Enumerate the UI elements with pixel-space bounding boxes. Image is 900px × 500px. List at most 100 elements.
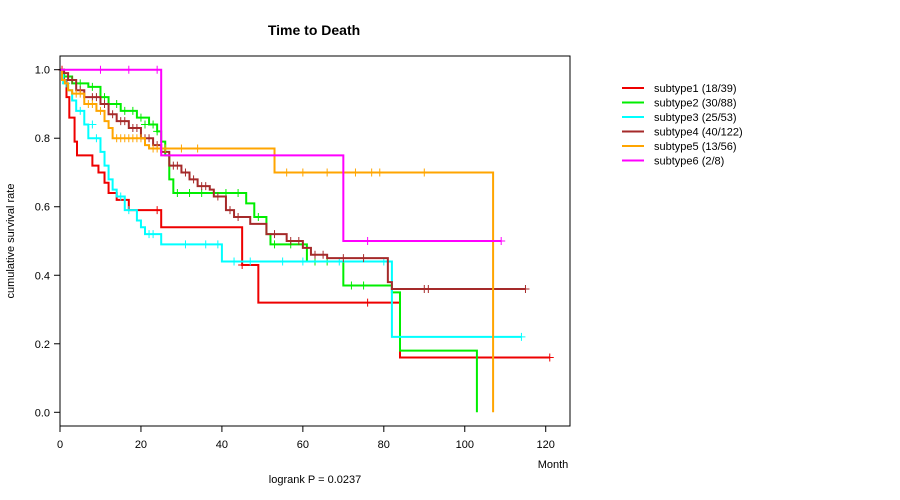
censor-mark: [521, 284, 530, 293]
censor-mark: [351, 168, 360, 177]
censor-mark: [92, 93, 101, 102]
censor-mark: [136, 134, 145, 143]
censor-mark: [375, 168, 384, 177]
censor-mark: [116, 192, 125, 201]
censor-mark: [420, 168, 429, 177]
censor-mark: [517, 332, 526, 341]
series-6: [60, 65, 506, 245]
y-tick-label: 0.6: [35, 202, 50, 214]
censor-mark: [136, 113, 145, 122]
censor-mark: [153, 65, 162, 74]
censor-mark: [120, 117, 129, 126]
censor-mark: [88, 120, 97, 129]
censor-mark: [149, 230, 158, 239]
x-axis: 0 20 40 60 80 100 120: [57, 426, 555, 451]
censor-mark: [173, 161, 182, 170]
legend-entry: subtype1 (18/39): [654, 83, 737, 95]
censor-mark: [76, 106, 85, 115]
legend: subtype1 (18/39) subtype2 (30/88) subtype3…: [622, 83, 743, 168]
censor-mark: [497, 237, 506, 245]
censor-mark: [132, 123, 141, 132]
censor-mark: [181, 168, 190, 177]
censor-mark: [197, 189, 206, 198]
censor-mark: [213, 192, 222, 201]
legend-entry: subtype3 (25/53): [654, 112, 737, 124]
censor-mark: [545, 353, 554, 362]
censor-mark: [193, 144, 202, 153]
censor-mark: [294, 237, 303, 245]
censor-mark: [298, 257, 307, 266]
censor-mark: [424, 284, 433, 293]
y-tick-label: 0.4: [35, 270, 50, 282]
series-line: [60, 68, 522, 338]
x-tick-label: 80: [378, 439, 390, 451]
censor-mark: [100, 99, 109, 108]
legend-entry: subtype5 (13/56): [654, 141, 737, 153]
censor-mark: [153, 206, 162, 215]
legend-entry: subtype4 (40/122): [654, 127, 743, 139]
censor-mark: [319, 250, 328, 259]
censor-mark: [189, 175, 198, 184]
x-axis-label: Month: [538, 459, 569, 471]
series-line: [60, 68, 502, 242]
plot-frame: [59, 55, 571, 427]
censor-mark: [124, 65, 133, 74]
censor-mark: [347, 281, 356, 290]
censor-mark: [177, 144, 186, 153]
censor-mark: [367, 168, 376, 177]
censor-mark: [246, 257, 255, 266]
y-axis-label: cumulative survival rate: [5, 184, 17, 299]
series-line: [60, 68, 495, 413]
y-tick-label: 0.0: [35, 407, 50, 419]
censor-mark: [254, 213, 263, 222]
censor-mark: [128, 106, 137, 115]
censor-mark: [234, 189, 243, 198]
censor-mark: [363, 298, 372, 307]
censor-mark: [124, 206, 133, 215]
censor-mark: [88, 82, 97, 91]
censor-mark: [201, 182, 210, 191]
censor-mark: [145, 134, 154, 143]
x-tick-label: 0: [57, 439, 63, 451]
censor-mark: [96, 65, 105, 74]
y-tick-label: 1.0: [35, 65, 50, 77]
censor-mark: [359, 254, 368, 263]
censor-mark: [298, 168, 307, 177]
logrank-pvalue: logrank P = 0.0237: [269, 474, 361, 486]
censor-mark: [141, 120, 149, 129]
censor-mark: [173, 189, 182, 198]
censor-mark: [270, 240, 279, 249]
legend-entry: subtype2 (30/88): [654, 98, 737, 110]
series-1: [58, 65, 554, 362]
censor-mark: [112, 99, 121, 108]
censor-mark: [213, 240, 222, 249]
censor-mark: [323, 168, 332, 177]
legend-entry: subtype6 (2/8): [654, 156, 724, 168]
censor-mark: [76, 89, 85, 98]
censor-mark: [153, 127, 162, 136]
y-axis: 0.0 0.2 0.4 0.6 0.8 1.0: [35, 65, 60, 419]
censor-mark: [96, 106, 105, 115]
series-line: [60, 68, 526, 290]
censor-mark: [226, 206, 234, 215]
censor-mark: [282, 168, 291, 177]
x-tick-label: 20: [135, 439, 147, 451]
censor-mark: [181, 240, 190, 249]
series-5: [60, 68, 495, 413]
censor-mark: [201, 240, 210, 249]
x-tick-label: 40: [216, 439, 228, 451]
series-line: [60, 68, 550, 359]
censor-mark: [185, 189, 194, 198]
censor-mark: [311, 250, 319, 259]
censor-mark: [92, 134, 101, 143]
censor-mark: [100, 93, 109, 102]
y-tick-label: 0.2: [35, 339, 50, 351]
censor-mark: [149, 120, 158, 129]
censor-mark: [153, 144, 162, 153]
censor-mark: [68, 75, 77, 84]
censor-mark: [161, 144, 170, 153]
censor-mark: [286, 237, 295, 245]
censor-mark: [234, 213, 243, 222]
x-tick-label: 120: [537, 439, 555, 451]
censor-mark: [363, 237, 372, 245]
